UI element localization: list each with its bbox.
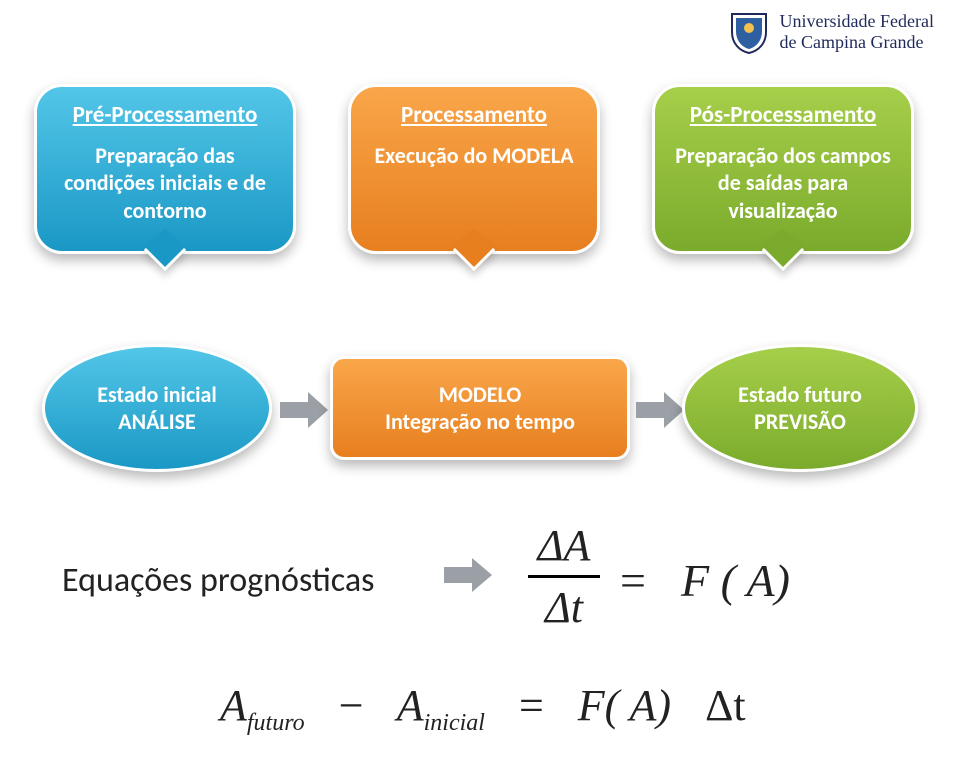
callout-body: Preparação dos campos de saídas para vis… (671, 142, 895, 225)
eq-A: A (220, 681, 247, 730)
fraction-top: ΔA (528, 520, 600, 571)
eq-paren: ( A) (721, 555, 790, 606)
eq-eq: = (519, 681, 544, 730)
callout-title: Processamento (367, 101, 581, 130)
callout-pre-processamento: Pré-Processamento Preparação das condiçõ… (34, 84, 296, 254)
ellipse-estado-inicial: Estado inicial ANÁLISE (42, 344, 272, 472)
block-modelo: MODELO Integração no tempo (330, 356, 630, 460)
block-line: Integração no tempo (385, 408, 575, 435)
block-arrow-icon (636, 392, 684, 428)
block-arrow-icon (280, 392, 328, 428)
block-line: MODELO (439, 381, 522, 408)
callout-body: Preparação das condições iniciais e de c… (53, 142, 277, 225)
ellipse-line: ANÁLISE (118, 408, 195, 435)
callout-row: Pré-Processamento Preparação das condiçõ… (0, 84, 960, 284)
callout-tail-icon (453, 229, 495, 271)
fraction-bottom: Δt (528, 582, 600, 633)
eq-F: F (681, 555, 709, 606)
university-name: Universidade Federal de Campina Grande (780, 11, 934, 52)
ellipse-line: Estado futuro (738, 381, 862, 408)
callout-tail-icon (144, 229, 186, 271)
eq-symbol: = (620, 555, 646, 606)
callout-processamento: Processamento Execução do MODELA (348, 84, 600, 254)
eq-A: A (397, 681, 424, 730)
eq-dt: Δt (705, 681, 746, 730)
ellipse-line: Estado inicial (97, 381, 217, 408)
block-arrow-icon (444, 558, 492, 592)
header: Universidade Federal de Campina Grande (728, 10, 934, 54)
callout-pos-processamento: Pós-Processamento Preparação dos campos … (652, 84, 914, 254)
eq-minus: − (339, 681, 364, 730)
equation-fraction: ΔA Δt (528, 520, 600, 633)
university-name-line2: de Campina Grande (780, 32, 934, 53)
eq-F: F (578, 681, 605, 730)
callout-tail-icon (762, 229, 804, 271)
eq-sub: futuro (247, 710, 305, 736)
process-row: Estado inicial ANÁLISE MODELO Integração… (0, 330, 960, 520)
eq-sub: inicial (424, 710, 485, 736)
eq-paren: ( A) (605, 681, 671, 730)
ellipse-estado-futuro: Estado futuro PREVISÃO (682, 344, 918, 472)
callout-body: Execução do MODELA (367, 142, 581, 170)
university-logo-icon (728, 10, 770, 54)
equation-line-2: Afuturo − Ainicial = F( A) Δt (220, 680, 746, 737)
ellipse-line: PREVISÃO (754, 408, 846, 435)
fraction-bar-icon (528, 575, 600, 578)
equation-rhs: = F ( A) (620, 554, 790, 607)
callout-title: Pré-Processamento (53, 101, 277, 130)
callout-title: Pós-Processamento (671, 101, 895, 130)
equation-label: Equações prognósticas (62, 560, 374, 601)
university-name-line1: Universidade Federal (780, 11, 934, 32)
